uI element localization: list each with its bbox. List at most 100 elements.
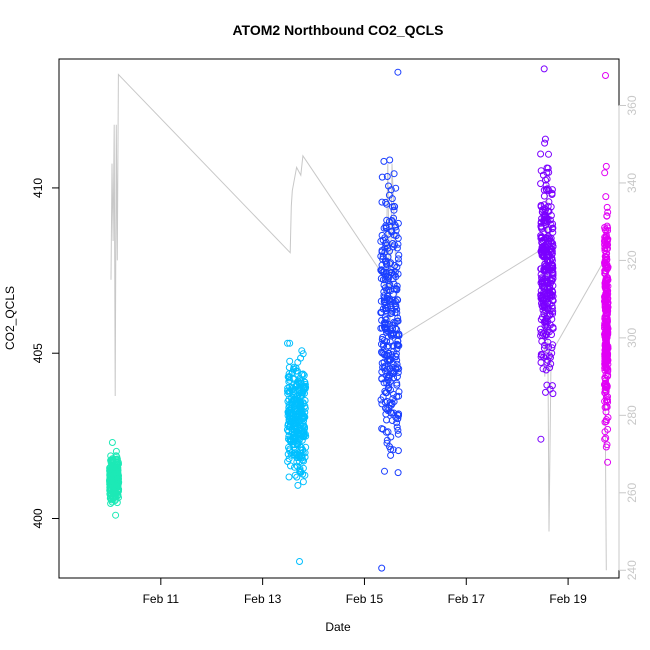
data-point [300, 412, 308, 420]
data-point [392, 226, 400, 234]
data-point [394, 430, 402, 438]
data-point [286, 376, 294, 384]
data-point [292, 408, 300, 416]
data-point [393, 244, 401, 252]
data-point [394, 337, 402, 345]
data-point [541, 341, 548, 349]
data-point [542, 296, 550, 304]
data-point [378, 349, 386, 357]
x-tick-label-3: Feb 17 [448, 592, 486, 606]
data-point [390, 206, 398, 214]
data-point [542, 321, 550, 329]
data-point [544, 300, 551, 308]
data-point [298, 430, 306, 437]
y-axis-right: 240 260 280 300 320 340 360 [618, 95, 639, 580]
data-point [382, 307, 390, 314]
data-point [604, 425, 612, 433]
data-point [602, 297, 610, 304]
data-point [112, 452, 120, 460]
data-point [544, 243, 552, 251]
data-point [601, 261, 609, 269]
data-point [378, 368, 386, 376]
data-point [546, 307, 554, 314]
data-point [299, 410, 306, 418]
data-point [603, 333, 611, 341]
data-point [378, 198, 386, 206]
data-point [285, 455, 293, 463]
data-point [295, 378, 303, 386]
data-point [287, 462, 294, 470]
data-point [604, 282, 612, 290]
data-point [383, 242, 391, 250]
data-point [547, 291, 554, 299]
y-right-tick-label-1: 260 [625, 482, 639, 502]
data-point [294, 481, 302, 489]
data-point [394, 314, 402, 322]
series-1 [283, 339, 310, 565]
data-point [539, 282, 546, 290]
data-point [540, 186, 548, 194]
data-point [286, 445, 294, 453]
data-point [603, 212, 611, 220]
data-point [284, 390, 292, 398]
data-point [297, 421, 305, 429]
data-point [603, 396, 611, 404]
data-point [381, 284, 389, 292]
data-point [108, 489, 116, 497]
data-point [603, 237, 611, 245]
data-point [601, 435, 609, 443]
data-point [299, 350, 307, 358]
data-point [383, 343, 391, 351]
data-point [106, 470, 114, 478]
data-point [301, 397, 309, 404]
data-point [602, 434, 610, 442]
data-point [113, 499, 121, 507]
data-point [545, 150, 552, 158]
data-point [537, 222, 545, 230]
data-point [602, 254, 610, 262]
data-point [384, 342, 392, 350]
data-point [540, 344, 548, 352]
data-point [114, 486, 122, 494]
data-point [542, 314, 550, 322]
data-point [541, 139, 549, 147]
x-axis: Feb 11 Feb 13 Feb 15 Feb 17 Feb 19 [143, 577, 587, 606]
data-point [393, 317, 401, 325]
data-point [603, 314, 611, 322]
data-point [388, 332, 395, 340]
data-point [539, 246, 547, 254]
data-point [112, 447, 120, 455]
data-point [381, 324, 389, 332]
data-point [604, 276, 612, 284]
data-point [390, 231, 398, 239]
data-point [385, 349, 393, 357]
data-point [394, 364, 402, 372]
data-point [394, 219, 402, 227]
data-point [393, 263, 401, 271]
data-point [601, 169, 609, 177]
data-point [546, 311, 554, 319]
data-point [395, 251, 403, 259]
data-point [390, 170, 398, 178]
data-point [544, 266, 552, 274]
data-point [540, 353, 548, 361]
data-point [602, 234, 610, 242]
y-right-tick-label-5: 340 [625, 173, 639, 193]
data-point [381, 275, 389, 283]
data-point [289, 396, 297, 404]
data-point [604, 227, 612, 234]
data-point [291, 471, 299, 479]
data-point [386, 378, 394, 386]
data-point [290, 374, 297, 382]
data-point [542, 215, 550, 223]
data-point [540, 65, 548, 73]
data-point [395, 259, 403, 267]
data-point [545, 343, 553, 351]
data-point [394, 469, 402, 477]
data-point [106, 480, 114, 488]
y-left-tick-label-0: 400 [31, 508, 45, 528]
data-point [538, 313, 546, 321]
data-point [386, 260, 394, 268]
data-point [394, 240, 402, 248]
data-point [379, 236, 387, 244]
